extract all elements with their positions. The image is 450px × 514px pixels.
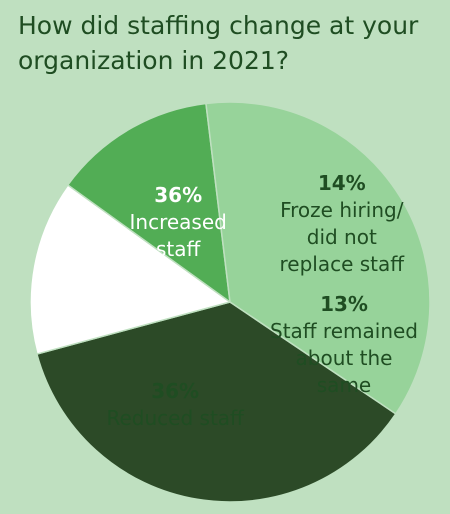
slice-label-2: 14% Froze hiring/ did not replace staff	[280, 170, 405, 278]
slice-label-4: 36% Reduced staff	[107, 378, 244, 432]
pie-slice-4	[205, 101, 431, 415]
pie-slice-1	[35, 301, 397, 503]
slice-category-label: Staff remained about the same	[270, 319, 418, 397]
slice-label-1: 36% Increased staff	[130, 182, 227, 263]
slice-value-label: 13%	[320, 292, 368, 316]
slice-category-label: Increased staff	[129, 209, 227, 261]
slice-category-label: Reduced staff	[106, 406, 244, 430]
pie-slice-2	[29, 183, 232, 355]
slice-value-label: 14%	[317, 171, 366, 195]
slice-category-label: Froze hiring/ did not replace staff	[279, 198, 405, 276]
pie-slice-3	[66, 102, 231, 304]
chart-title: How did staffing change at your organiza…	[18, 11, 419, 75]
slice-label-3: 13% Staff remained about the same	[270, 291, 418, 399]
slice-value-label: 36%	[154, 182, 203, 207]
slice-value-label: 36%	[151, 379, 200, 403]
